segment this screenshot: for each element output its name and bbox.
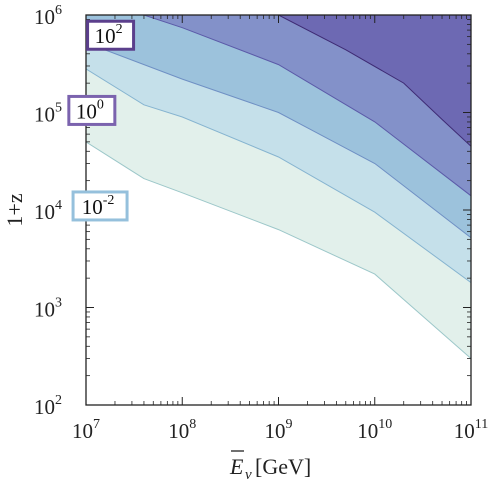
contour-label-1: 102 [86, 19, 136, 51]
y-tick-label: 105 [34, 101, 62, 127]
y-tick-exponent: 2 [55, 393, 62, 408]
contour-lines [86, 15, 471, 359]
contour-line-1 [86, 141, 471, 359]
contour-label-text: 10-2 [82, 193, 115, 219]
contour-label-box [71, 190, 129, 222]
contour-line-5 [278, 15, 471, 147]
contour-label-text: 100 [76, 97, 104, 123]
y-tick-exponent: 4 [55, 198, 62, 213]
x-axis-label-sub: ν [245, 467, 252, 482]
x-tick-exponent: 11 [475, 417, 488, 432]
y-axis-label: 1+z [2, 193, 27, 226]
x-axis-label-main: E [229, 454, 244, 479]
x-tick-exponent: 10 [378, 417, 392, 432]
x-tick-label: 107 [72, 417, 100, 443]
contour-label-box [67, 94, 117, 126]
contour-label-2: 100 [67, 94, 117, 126]
x-tick-exponent: 8 [189, 417, 196, 432]
y-tick-label: 102 [34, 393, 62, 419]
y-tick-label: 104 [34, 198, 62, 224]
contour-regions [86, 15, 471, 405]
x-axis-label: E ν [GeV] [229, 450, 311, 482]
y-tick-exponent: 6 [55, 3, 62, 18]
x-tick-label: 1011 [454, 417, 488, 443]
y-tick-exponent: 5 [55, 101, 62, 116]
x-tick-label: 1010 [357, 417, 392, 443]
contour-line-4 [143, 15, 471, 197]
x-tick-label: 109 [265, 417, 293, 443]
y-tick-label: 103 [34, 296, 62, 322]
y-tick-exponent: 3 [55, 296, 62, 311]
x-axis-label-unit: [GeV] [255, 454, 311, 479]
contour-line-3 [86, 42, 471, 239]
region-5 [278, 15, 471, 147]
contour-line-2 [86, 68, 471, 284]
x-tick-exponent: 9 [286, 417, 293, 432]
x-tick-label: 108 [168, 417, 196, 443]
contour-label-box [86, 19, 136, 51]
x-tick-exponent: 7 [93, 417, 100, 432]
y-tick-label: 106 [34, 3, 62, 29]
contour-label-3: 10-2 [71, 190, 129, 222]
contour-labels: 102 100 10-2 [67, 19, 136, 222]
